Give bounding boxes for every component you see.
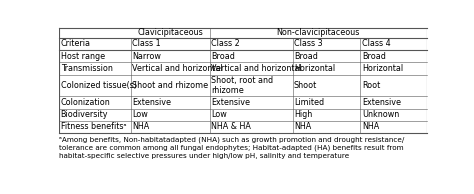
Text: Vertical and horizontal: Vertical and horizontal: [132, 64, 223, 73]
Text: Fitness benefitsᵃ: Fitness benefitsᵃ: [61, 122, 127, 132]
Text: NHA: NHA: [362, 122, 379, 132]
Text: Extensive: Extensive: [362, 98, 401, 107]
Text: Class 2: Class 2: [211, 40, 240, 48]
Text: Biodiversity: Biodiversity: [61, 110, 108, 119]
Text: Colonized tissue(s): Colonized tissue(s): [61, 81, 137, 90]
Text: Unknown: Unknown: [362, 110, 399, 119]
Text: Colonization: Colonization: [61, 98, 110, 107]
Text: Broad: Broad: [362, 52, 386, 61]
Text: Shoot, root and
rhizome: Shoot, root and rhizome: [211, 76, 273, 95]
Text: Broad: Broad: [294, 52, 318, 61]
Text: NHA: NHA: [294, 122, 311, 132]
Text: Host range: Host range: [61, 52, 105, 61]
Text: Low: Low: [132, 110, 148, 119]
Text: Class 1: Class 1: [132, 40, 161, 48]
Text: Non-clavicipitaceous: Non-clavicipitaceous: [276, 28, 360, 37]
Text: NHA: NHA: [132, 122, 150, 132]
Text: Class 4: Class 4: [362, 40, 391, 48]
Text: Limited: Limited: [294, 98, 324, 107]
Text: Extensive: Extensive: [132, 98, 172, 107]
Text: Clavicipitaceous: Clavicipitaceous: [137, 28, 203, 37]
Text: Shoot and rhizome: Shoot and rhizome: [132, 81, 209, 90]
Text: Root: Root: [362, 81, 380, 90]
Text: Vertical and horizontal: Vertical and horizontal: [211, 64, 302, 73]
Text: Low: Low: [211, 110, 227, 119]
Text: Transmission: Transmission: [61, 64, 113, 73]
Text: Horizontal: Horizontal: [294, 64, 335, 73]
Text: Criteria: Criteria: [61, 40, 91, 48]
Text: Class 3: Class 3: [294, 40, 323, 48]
Text: ᵃAmong benefits, Non-habitatadapted (NHA) such as growth promotion and drought r: ᵃAmong benefits, Non-habitatadapted (NHA…: [59, 137, 405, 159]
Text: Horizontal: Horizontal: [362, 64, 403, 73]
Text: Shoot: Shoot: [294, 81, 317, 90]
Text: Narrow: Narrow: [132, 52, 161, 61]
Text: Broad: Broad: [211, 52, 235, 61]
Text: High: High: [294, 110, 312, 119]
Text: NHA & HA: NHA & HA: [211, 122, 251, 132]
Text: Extensive: Extensive: [211, 98, 250, 107]
